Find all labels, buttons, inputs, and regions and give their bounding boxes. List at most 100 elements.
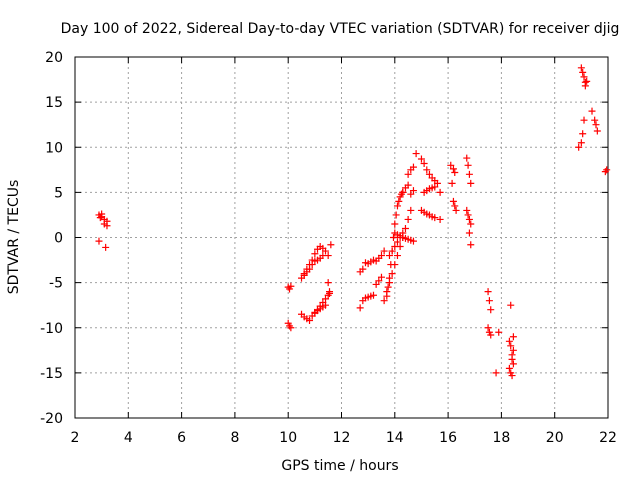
data-point: [581, 78, 589, 86]
data-point: [326, 289, 334, 297]
data-points: [95, 64, 611, 380]
data-point: [380, 247, 388, 255]
x-tick-label: 6: [177, 430, 186, 446]
data-point: [308, 256, 316, 264]
y-tick-label: 5: [54, 185, 63, 201]
data-point: [409, 237, 417, 245]
x-tick-label: 22: [599, 430, 617, 446]
data-point: [431, 214, 439, 222]
data-point: [388, 270, 396, 278]
data-point: [509, 346, 517, 354]
data-point: [409, 187, 417, 195]
data-point: [388, 247, 396, 255]
data-point: [492, 369, 500, 377]
data-point: [465, 215, 473, 223]
x-tick-label: 16: [439, 430, 457, 446]
data-point: [322, 301, 330, 309]
data-point: [401, 224, 409, 232]
chart-title: Day 100 of 2022, Sidereal Day-to-day VTE…: [61, 21, 620, 37]
data-point: [487, 331, 495, 339]
y-tick-label: -15: [40, 366, 63, 382]
x-tick-label: 12: [333, 430, 351, 446]
x-tick-label: 8: [230, 430, 239, 446]
data-point: [384, 283, 392, 291]
data-point: [593, 127, 601, 135]
data-point: [322, 247, 330, 255]
data-point: [509, 360, 517, 368]
data-point: [464, 161, 472, 169]
data-point: [436, 188, 444, 196]
data-point: [407, 190, 415, 198]
data-point: [324, 279, 332, 287]
x-tick-label: 10: [279, 430, 297, 446]
data-point: [98, 210, 106, 218]
data-point: [356, 304, 364, 312]
data-point: [423, 166, 431, 174]
x-tick-label: 18: [492, 430, 510, 446]
data-point: [588, 107, 596, 115]
data-point: [311, 250, 319, 258]
x-tick-label: 14: [386, 430, 404, 446]
data-point: [465, 229, 473, 237]
data-point: [369, 291, 377, 299]
data-point: [327, 241, 335, 249]
data-point: [404, 181, 412, 189]
data-point: [387, 261, 395, 269]
data-point: [436, 215, 444, 223]
data-point: [465, 170, 473, 178]
data-point: [603, 166, 611, 174]
y-axis-label: SDTVAR / TECUs: [6, 180, 22, 295]
data-point: [509, 333, 517, 341]
data-point: [393, 202, 401, 210]
data-point: [407, 206, 415, 214]
y-tick-label: 0: [54, 231, 63, 247]
data-point: [375, 277, 383, 285]
x-tick-label: 20: [546, 430, 564, 446]
x-tick-label: 4: [124, 430, 133, 446]
y-tick-label: -5: [49, 276, 63, 292]
data-point: [484, 288, 492, 296]
data-point: [385, 252, 393, 260]
data-point: [306, 317, 314, 325]
data-point: [507, 301, 515, 309]
data-point: [372, 280, 380, 288]
data-point: [96, 214, 104, 222]
data-point: [322, 295, 330, 303]
data-point: [448, 179, 456, 187]
y-tick-label: 10: [45, 140, 63, 156]
data-point: [591, 116, 599, 124]
y-tick-label: 15: [45, 95, 63, 111]
data-point: [395, 197, 403, 205]
data-point: [383, 292, 391, 300]
data-point: [464, 211, 472, 219]
data-point: [449, 165, 457, 173]
grid-lines: [75, 57, 608, 418]
data-point: [417, 155, 425, 163]
data-point: [583, 77, 591, 85]
data-point: [452, 206, 460, 214]
data-point: [467, 220, 475, 228]
data-point: [425, 170, 433, 178]
data-point: [505, 364, 513, 372]
data-point: [287, 324, 295, 332]
data-point: [577, 64, 585, 72]
data-point: [95, 237, 103, 245]
data-point: [449, 197, 457, 205]
axis-ticks: 2 4 6 8 10 12 14 16 18 20 22 20 15 10 5 0 -5 -10 -15 -20: [40, 50, 617, 446]
data-point: [577, 139, 585, 147]
data-point: [391, 220, 399, 228]
data-point: [487, 306, 495, 314]
data-point: [393, 238, 401, 246]
data-point: [287, 282, 295, 290]
data-point: [399, 188, 407, 196]
data-point: [409, 163, 417, 171]
data-point: [412, 150, 420, 158]
data-point: [507, 342, 515, 350]
data-point: [447, 161, 455, 169]
data-point: [580, 73, 588, 81]
data-point: [303, 265, 311, 273]
data-point: [377, 252, 385, 260]
data-point: [380, 297, 388, 305]
data-point: [385, 274, 393, 282]
